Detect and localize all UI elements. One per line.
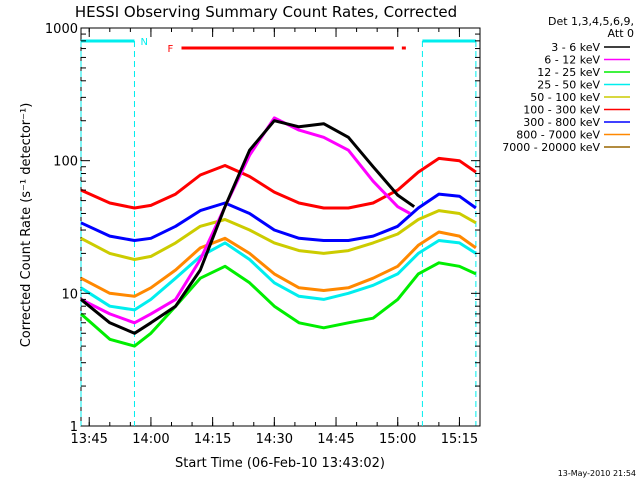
plot-frame: [80, 27, 481, 427]
legend-header-line: Det 1,3,4,5,6,9,: [548, 15, 634, 28]
x-axis-label: Start Time (06-Feb-10 13:43:02): [175, 456, 385, 471]
series-line-800-7000-keV: [80, 230, 477, 298]
series-lines: [80, 116, 477, 348]
series-line-50-100-keV: [80, 209, 477, 261]
legend-label: 50 - 100 keV: [530, 91, 600, 104]
series-line-12-25-keV: [80, 261, 477, 348]
x-tick-label: 14:30: [256, 432, 293, 447]
legend-label: 7000 - 20000 keV: [502, 141, 600, 154]
axis-ticks: 13:45 14:00 14:15 14:30 14:45 15:00 15:15 1 10 10…: [45, 22, 481, 447]
legend-label: 3 - 6 keV: [551, 41, 600, 54]
x-tick-label: 15:15: [441, 432, 478, 447]
x-tick-label: 14:00: [132, 432, 169, 447]
y-axis-label: Corrected Count Rate (s⁻¹ detector⁻¹): [19, 103, 34, 348]
y-tick-label: 1000: [45, 22, 78, 37]
chart-title: HESSI Observing Summary Count Rates, Cor…: [75, 3, 457, 21]
x-tick-label: 14:15: [194, 432, 231, 447]
y-tick-label: 10: [61, 287, 78, 302]
series-line-6-12-keV: [80, 116, 411, 325]
series-line-3-6-keV: [80, 119, 416, 335]
legend-header: Det 1,3,4,5,6,9,Att 0: [548, 15, 634, 40]
series-line-25-50-keV: [80, 239, 477, 312]
x-tick-label: 15:00: [379, 432, 416, 447]
y-tick-label: 1: [70, 420, 78, 435]
x-tick-label: 13:45: [70, 432, 107, 447]
night-flag-label: N: [140, 37, 147, 48]
flag-bars: NF: [80, 37, 477, 426]
generation-timestamp: 13-May-2010 21:54: [558, 469, 636, 478]
legend-label: 800 - 7000 keV: [516, 129, 600, 142]
x-tick-label: 14:45: [317, 432, 354, 447]
series-line-300-800-keV: [80, 192, 477, 242]
legend-header-line: Att 0: [608, 27, 634, 40]
flare-flag-label: F: [167, 44, 173, 55]
legend-label: 25 - 50 keV: [537, 79, 600, 92]
series-line-100-300-keV: [80, 156, 477, 210]
legend-label: 100 - 300 keV: [523, 104, 600, 117]
legend-label: 12 - 25 keV: [537, 66, 600, 79]
y-tick-label: 100: [53, 155, 78, 170]
legend-label: 6 - 12 keV: [544, 54, 600, 67]
legend-label: 300 - 800 keV: [523, 116, 600, 129]
